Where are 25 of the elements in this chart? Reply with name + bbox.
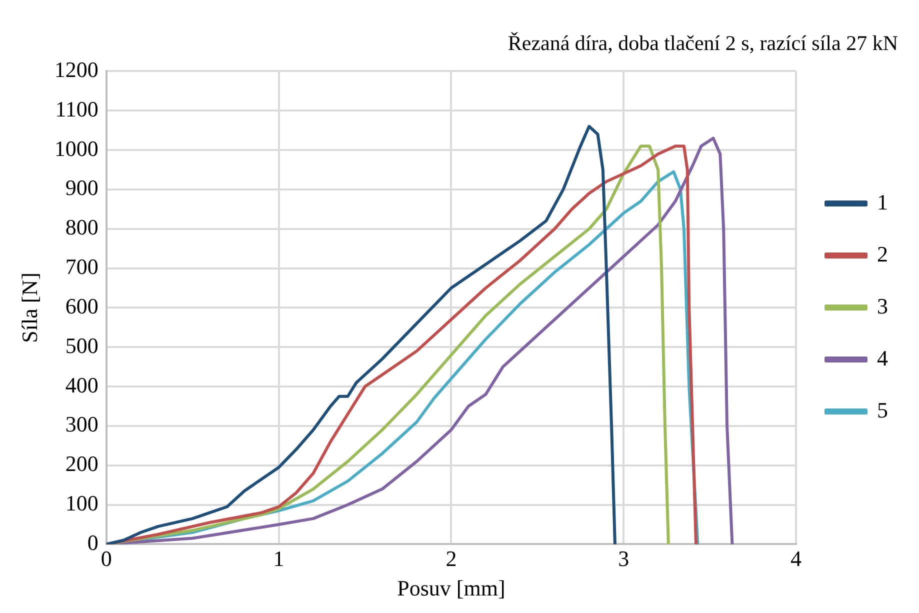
y-tick-label: 1000 xyxy=(54,136,98,161)
legend-label: 2 xyxy=(877,241,888,266)
y-tick-label: 900 xyxy=(65,175,98,200)
legend-label: 5 xyxy=(877,397,888,422)
x-tick-label: 3 xyxy=(618,546,630,572)
legend-label: 3 xyxy=(877,293,888,318)
y-tick-label: 400 xyxy=(65,372,98,398)
y-tick-label: 1200 xyxy=(54,56,98,82)
y-tick-label: 0 xyxy=(87,530,98,555)
x-tick-label: 2 xyxy=(446,546,457,572)
y-tick-label: 600 xyxy=(65,293,98,318)
y-axis-title: Síla [N] xyxy=(16,272,42,343)
x-axis-title: Posuv [mm] xyxy=(397,576,506,601)
legend-label: 4 xyxy=(877,345,888,370)
y-tick-label: 300 xyxy=(65,412,98,437)
y-tick-label: 800 xyxy=(65,214,98,240)
y-tick-label: 700 xyxy=(65,254,98,280)
legend-label: 1 xyxy=(877,189,888,214)
x-tick-label: 4 xyxy=(790,546,802,572)
x-tick-label: 1 xyxy=(273,546,284,572)
y-tick-label: 500 xyxy=(65,332,98,358)
y-tick-label: 100 xyxy=(65,490,98,516)
y-tick-label: 200 xyxy=(65,451,98,476)
chart-title: Řezaná díra, doba tlačení 2 s, razící síla 27 kN xyxy=(508,31,898,56)
y-tick-label: 1100 xyxy=(55,96,98,122)
